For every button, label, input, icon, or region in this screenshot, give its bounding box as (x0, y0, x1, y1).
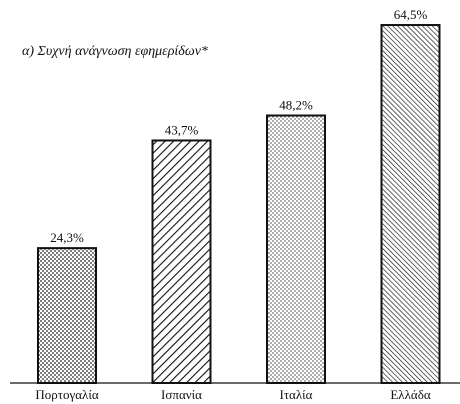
value-label: 24,3% (50, 230, 84, 245)
value-label: 64,5% (394, 7, 428, 22)
x-tick-label: Ελλάδα (390, 387, 430, 402)
x-tick-label: Πορτογαλία (35, 387, 98, 402)
bar (380, 24, 441, 385)
value-label: 43,7% (165, 122, 199, 137)
bar (151, 139, 212, 384)
bar (37, 247, 97, 384)
value-label: 48,2% (279, 97, 313, 112)
x-tick-label: Ιταλία (280, 387, 313, 402)
chart-title: α) Συχνή ανάγνωση εφημερίδων* (22, 44, 208, 59)
x-tick-label: Ισπανία (161, 387, 202, 402)
bar (266, 114, 326, 385)
